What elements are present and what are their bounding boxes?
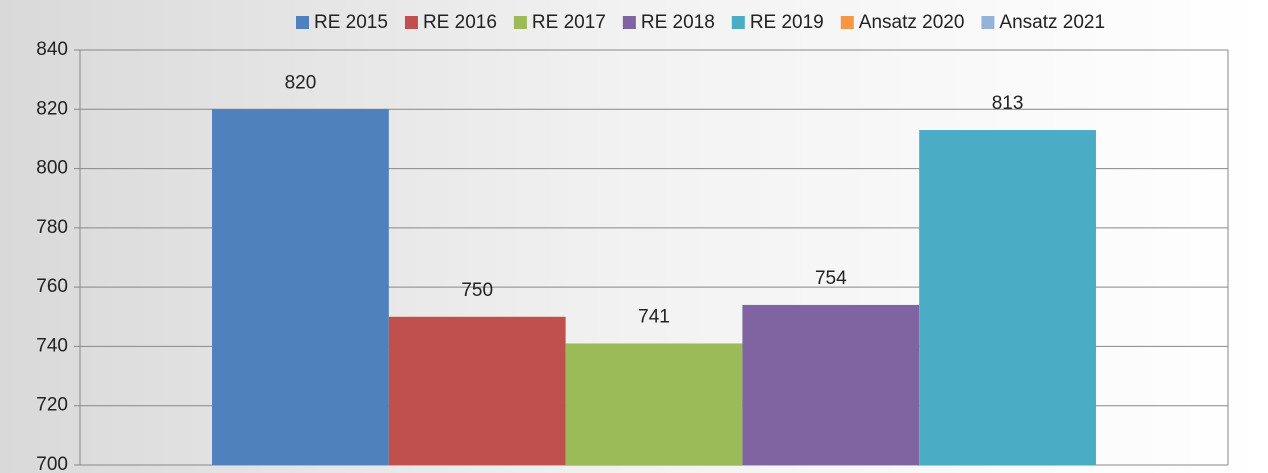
y-tick-label: 780 bbox=[36, 217, 68, 238]
bar bbox=[212, 109, 389, 466]
legend-swatch bbox=[404, 16, 418, 29]
legend-label: Ansatz 2020 bbox=[859, 12, 965, 33]
data-label: 813 bbox=[992, 93, 1024, 114]
legend-swatch bbox=[513, 16, 527, 29]
data-label: 754 bbox=[815, 268, 847, 289]
legend-label: RE 2018 bbox=[641, 12, 715, 33]
legend-swatch bbox=[840, 16, 854, 29]
data-label: 750 bbox=[461, 280, 493, 301]
legend-label: Ansatz 2021 bbox=[999, 12, 1105, 33]
legend-swatch bbox=[981, 16, 995, 29]
bar bbox=[388, 316, 566, 465]
y-tick-label: 760 bbox=[36, 276, 68, 297]
data-label: 820 bbox=[285, 72, 317, 93]
legend-swatch bbox=[622, 16, 636, 29]
legend-swatch bbox=[296, 16, 309, 29]
y-tick-label: 700 bbox=[36, 454, 68, 473]
y-tick-label: 740 bbox=[36, 335, 68, 356]
y-tick-label: 720 bbox=[36, 395, 68, 416]
bar bbox=[919, 130, 1096, 466]
bar bbox=[565, 343, 743, 465]
legend-label: RE 2017 bbox=[532, 12, 606, 33]
bar bbox=[742, 304, 920, 465]
y-tick-label: 800 bbox=[36, 158, 68, 179]
legend-label: RE 2016 bbox=[423, 12, 497, 33]
legend-label: RE 2015 bbox=[314, 12, 388, 33]
y-tick-label: 840 bbox=[36, 39, 68, 60]
y-tick-label: 820 bbox=[36, 98, 68, 119]
legend-label: RE 2019 bbox=[750, 12, 824, 33]
data-label: 741 bbox=[638, 306, 670, 327]
legend-swatch bbox=[731, 16, 745, 29]
